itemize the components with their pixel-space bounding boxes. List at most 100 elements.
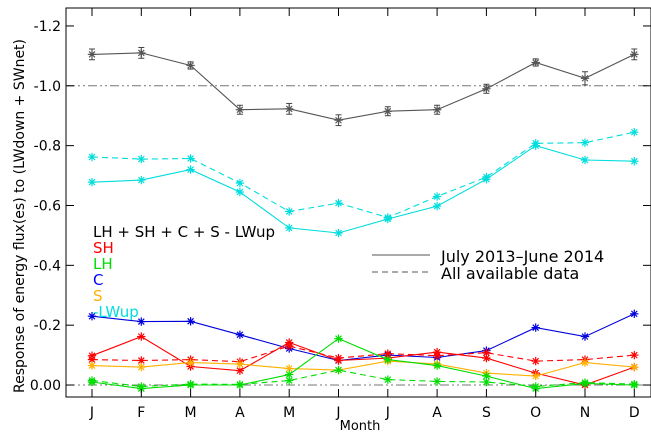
data-point — [630, 50, 639, 59]
point-stroke — [236, 331, 244, 339]
axis-ticks: 0.00 -0.2 -0.4 -0.6 -0.8 -1.0 -1.2 J F M A M J J A S O N D — [30, 8, 651, 421]
point-stroke — [532, 357, 540, 365]
point-stroke — [187, 359, 194, 366]
y-axis-label: Response of energy flux(es) to (LWdown +… — [12, 39, 28, 393]
point-stroke — [433, 202, 441, 210]
x-tick-label: J — [385, 405, 390, 421]
point-stroke — [630, 157, 638, 165]
data-point — [87, 361, 97, 370]
point-stroke — [88, 377, 96, 384]
point-stroke — [581, 379, 589, 387]
data-point — [87, 376, 97, 385]
data-point — [334, 116, 343, 125]
point-stroke — [236, 106, 244, 114]
data-point — [432, 192, 442, 201]
data-point — [580, 332, 590, 341]
point-stroke — [384, 107, 392, 115]
data-point — [580, 155, 590, 165]
series-line-sh-dashed — [91, 345, 635, 363]
data-point — [186, 154, 195, 163]
point-stroke — [187, 166, 194, 173]
data-point — [87, 177, 97, 187]
point-stroke — [335, 335, 342, 343]
legend-label: LH + SH + C + S - LWup — [93, 223, 275, 241]
y-tick-label: 0.00 — [30, 378, 61, 394]
data-point — [432, 105, 442, 114]
series-line-lh-dashed — [91, 369, 635, 388]
data-point — [482, 84, 491, 93]
data-point — [334, 365, 343, 375]
data-point — [531, 371, 540, 381]
legend-label: LH — [93, 255, 113, 273]
data-point — [383, 349, 392, 358]
x-tick-label: M — [185, 405, 197, 421]
point-stroke — [88, 362, 96, 369]
point-stroke — [532, 383, 540, 390]
point-stroke — [433, 352, 441, 360]
point-stroke — [285, 105, 293, 113]
data-point — [383, 107, 392, 116]
plot-border — [65, 7, 651, 398]
point-stroke — [433, 362, 441, 369]
data-point — [334, 198, 343, 208]
x-tick-label: N — [580, 405, 590, 421]
point-stroke — [483, 173, 490, 181]
legend-label: SH — [93, 239, 114, 257]
data-point — [432, 351, 442, 360]
series-sh-solid — [87, 332, 639, 390]
data-point — [186, 61, 195, 70]
data-point — [383, 375, 392, 384]
data-point — [235, 359, 245, 369]
series-sh-dashed — [87, 341, 639, 366]
point-stroke — [335, 116, 342, 124]
series-line-lh-solid — [91, 337, 635, 390]
point-stroke — [384, 214, 392, 221]
data-point — [531, 323, 540, 332]
legend-label: C — [93, 271, 103, 289]
point-stroke — [285, 377, 293, 384]
point-stroke — [384, 356, 392, 363]
data-point — [383, 213, 392, 222]
data-point — [285, 207, 294, 216]
point-stroke — [137, 318, 145, 325]
point-stroke — [630, 51, 638, 58]
data-point — [531, 382, 540, 391]
point-stroke — [384, 350, 392, 357]
data-point — [285, 341, 294, 351]
data-point — [137, 154, 146, 164]
data-point — [137, 356, 146, 365]
x-tick-label: J — [89, 405, 94, 421]
series-s-solid — [87, 356, 639, 381]
data-point — [87, 312, 97, 321]
data-point — [482, 172, 491, 182]
data-point — [285, 376, 294, 385]
point-stroke — [630, 380, 638, 388]
data-point — [235, 380, 245, 389]
data-point — [186, 317, 195, 326]
point-stroke — [88, 178, 96, 186]
point-stroke — [88, 356, 96, 363]
x-tick-label: A — [235, 405, 245, 421]
data-point — [580, 138, 590, 147]
point-stroke — [532, 59, 540, 66]
y-tick-label: -0.6 — [34, 198, 61, 214]
point-stroke — [137, 363, 145, 371]
series-line-s-solid — [91, 360, 635, 377]
x-tick-label: S — [482, 405, 491, 421]
data-point — [137, 332, 146, 341]
data-point — [383, 355, 392, 364]
data-point — [285, 104, 294, 114]
point-stroke — [581, 74, 589, 82]
data-point — [580, 358, 590, 367]
data-point — [432, 377, 442, 386]
point-stroke — [630, 363, 638, 371]
y-tick-label: -0.2 — [34, 318, 61, 334]
data-point — [630, 379, 639, 389]
point-stroke — [335, 366, 342, 374]
point-stroke — [187, 380, 194, 388]
point-stroke — [187, 155, 194, 162]
point-stroke — [532, 372, 540, 380]
point-stroke — [532, 139, 540, 147]
